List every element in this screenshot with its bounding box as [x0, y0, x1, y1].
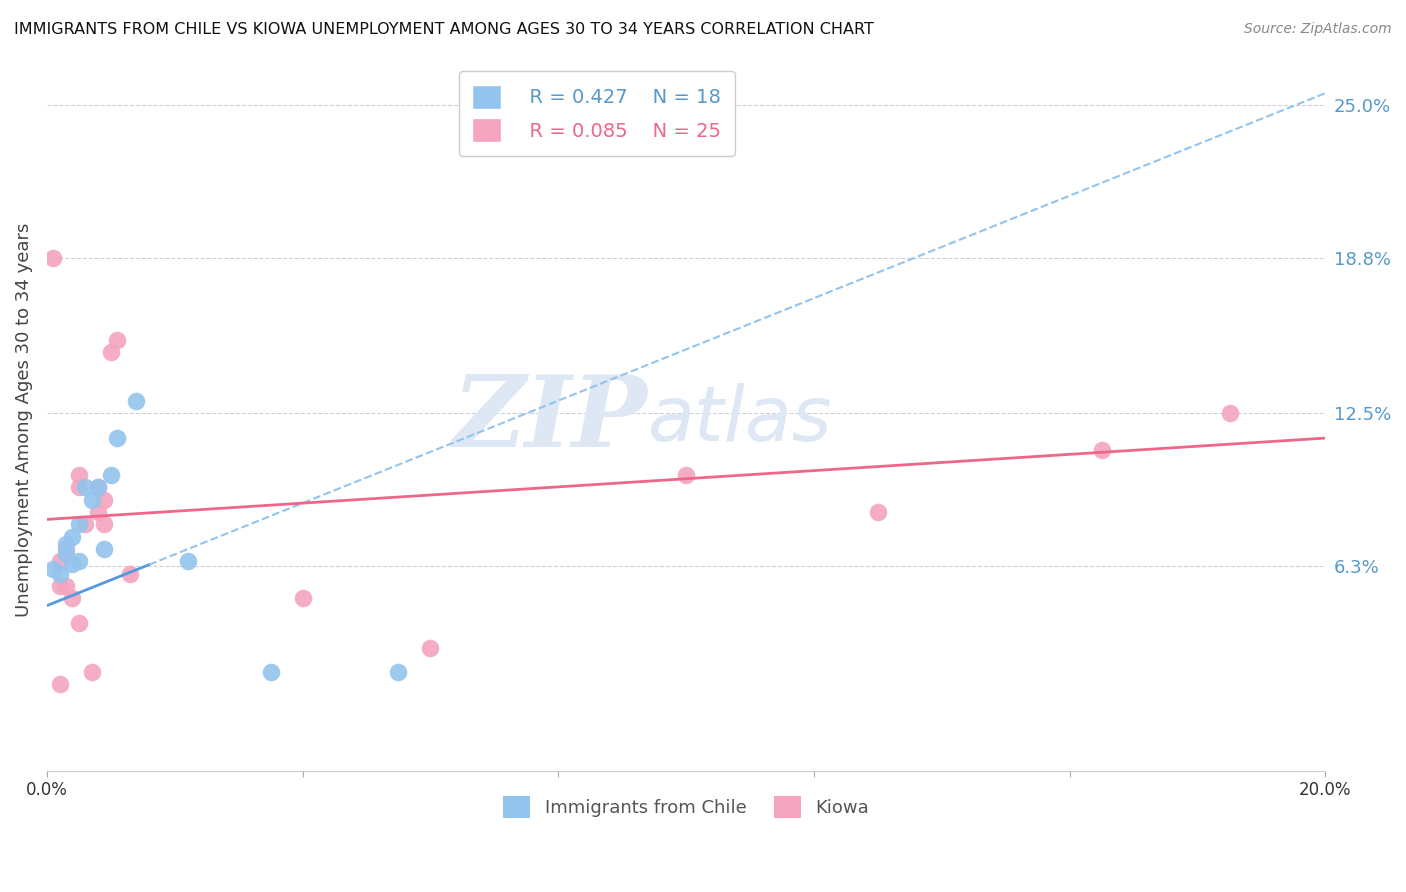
Point: [55, 537, 77, 551]
Point: [67, 517, 90, 532]
Point: [87, 480, 110, 494]
Point: [87, 480, 110, 494]
Point: [67, 554, 90, 568]
Point: [1091, 443, 1114, 458]
Text: Source: ZipAtlas.com: Source: ZipAtlas.com: [1244, 22, 1392, 37]
Point: [93, 541, 115, 556]
Point: [87, 505, 110, 519]
Point: [93, 517, 115, 532]
Point: [100, 344, 122, 359]
Point: [48, 579, 70, 593]
Point: [419, 640, 441, 655]
Point: [67, 480, 90, 494]
Point: [48, 677, 70, 691]
Point: [100, 468, 122, 483]
Point: [105, 431, 128, 445]
Point: [675, 468, 697, 483]
Point: [80, 665, 103, 680]
Point: [291, 591, 314, 606]
Text: atlas: atlas: [648, 383, 832, 457]
Point: [125, 394, 148, 409]
Point: [176, 554, 198, 568]
Point: [118, 566, 141, 581]
Point: [62, 591, 84, 606]
Text: IMMIGRANTS FROM CHILE VS KIOWA UNEMPLOYMENT AMONG AGES 30 TO 34 YEARS CORRELATIO: IMMIGRANTS FROM CHILE VS KIOWA UNEMPLOYM…: [14, 22, 875, 37]
Point: [55, 547, 77, 561]
Point: [387, 665, 409, 680]
Point: [42, 562, 65, 576]
Point: [55, 541, 77, 556]
Point: [80, 492, 103, 507]
Point: [67, 468, 90, 483]
Point: [48, 566, 70, 581]
Point: [67, 615, 90, 630]
Point: [75, 480, 97, 494]
Legend: Immigrants from Chile, Kiowa: Immigrants from Chile, Kiowa: [496, 789, 876, 825]
Point: [55, 579, 77, 593]
Point: [259, 665, 281, 680]
Point: [62, 557, 84, 571]
Point: [866, 505, 889, 519]
Y-axis label: Unemployment Among Ages 30 to 34 years: Unemployment Among Ages 30 to 34 years: [15, 222, 32, 616]
Point: [105, 333, 128, 347]
Point: [93, 492, 115, 507]
Point: [62, 530, 84, 544]
Text: ZIP: ZIP: [453, 371, 648, 468]
Point: [42, 251, 65, 265]
Point: [75, 517, 97, 532]
Point: [48, 554, 70, 568]
Point: [1218, 407, 1240, 421]
